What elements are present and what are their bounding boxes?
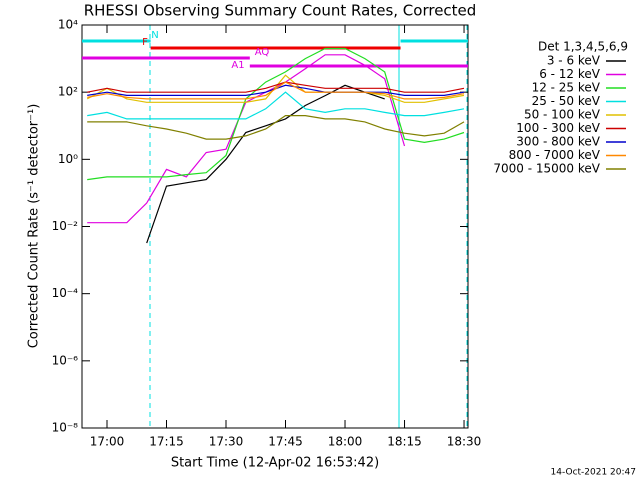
footer: 14-Oct-2021 20:47: [551, 468, 636, 478]
legend-label: 12 - 25 keV: [532, 81, 601, 95]
x-tick-label: 18:30: [447, 435, 482, 449]
y-tick-label: 10⁻⁸: [52, 421, 79, 435]
x-axis-label: Start Time (12-Apr-02 16:53:42): [171, 456, 379, 471]
y-tick-label: 10⁻⁴: [52, 286, 79, 300]
legend-label: 25 - 50 keV: [532, 94, 601, 108]
x-tick-label: 17:15: [149, 435, 184, 449]
series-line: [87, 115, 465, 140]
x-tick-label: 17:45: [268, 435, 303, 449]
flag-label: AQ: [255, 47, 270, 58]
legend-title: Det 1,3,4,5,6,9: [538, 40, 628, 54]
x-tick-label: 17:30: [209, 435, 244, 449]
legend-label: 7000 - 15000 keV: [493, 162, 600, 176]
legend-label: 300 - 800 keV: [516, 135, 600, 149]
x-tick-label: 18:00: [328, 435, 363, 449]
y-tick-label: 10⁻²: [52, 219, 79, 233]
series-line: [87, 91, 465, 120]
series-line: [146, 84, 385, 244]
y-tick-label: 10⁴: [58, 18, 78, 32]
x-tick-label: 18:15: [387, 435, 422, 449]
legend-label: 800 - 7000 keV: [509, 148, 601, 162]
series-line: [87, 81, 465, 100]
legend-label: 3 - 6 keV: [547, 54, 601, 68]
series-line: [87, 47, 465, 181]
flag-label: F: [142, 37, 148, 48]
x-tick-label: 17:00: [90, 435, 125, 449]
flag-label: A1: [231, 60, 244, 71]
legend-label: 100 - 300 keV: [516, 121, 600, 135]
y-axis-label: Corrected Count Rate (s⁻¹ detector⁻¹): [27, 104, 42, 349]
legend-label: 50 - 100 keV: [524, 108, 601, 122]
y-tick-label: 10²: [58, 85, 78, 99]
chart-title: RHESSI Observing Summary Count Rates, Co…: [84, 2, 477, 20]
series-line: [86, 74, 465, 103]
flag-label: N: [151, 30, 158, 41]
y-tick-label: 10⁰: [58, 152, 78, 166]
y-tick-label: 10⁻⁶: [52, 353, 79, 367]
series-line: [87, 81, 465, 93]
legend-label: 6 - 12 keV: [539, 67, 601, 81]
